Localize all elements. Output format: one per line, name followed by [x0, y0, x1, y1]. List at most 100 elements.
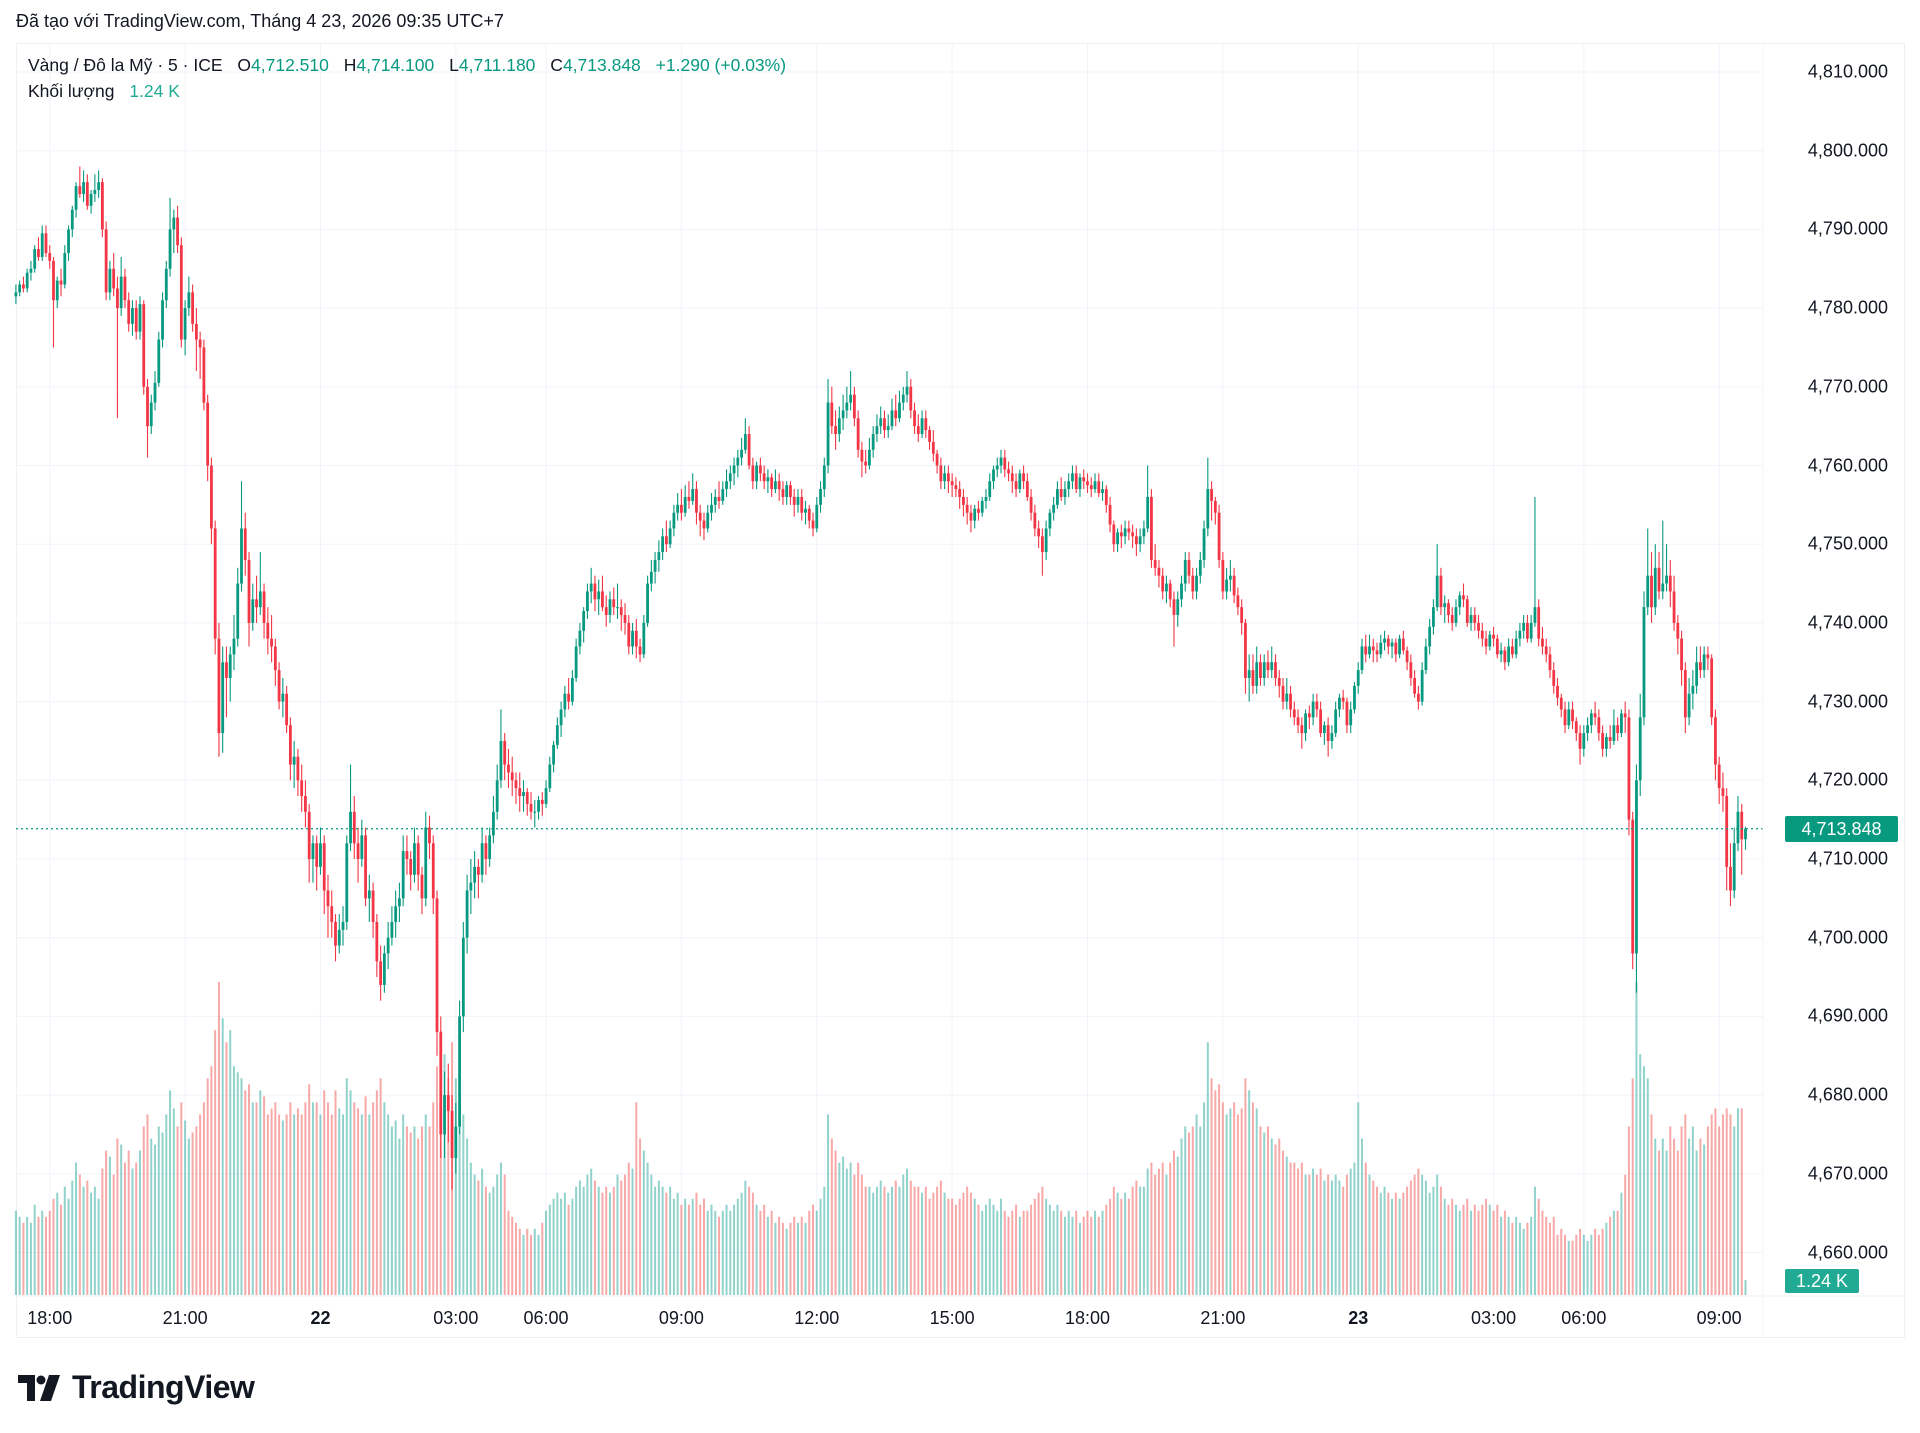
- volume-bar: [842, 1156, 845, 1295]
- volume-bar: [1233, 1102, 1236, 1295]
- candle: [364, 827, 367, 907]
- volume-bar: [1601, 1228, 1604, 1295]
- candle-body: [1744, 828, 1747, 840]
- candle: [623, 603, 627, 635]
- candle-body: [1210, 489, 1213, 501]
- volume-bar: [702, 1198, 705, 1295]
- candle-body: [1240, 607, 1244, 623]
- candle-body: [901, 394, 905, 403]
- time-tick-label: 06:00: [1561, 1308, 1607, 1328]
- candle-body: [698, 512, 702, 521]
- candle-body: [428, 827, 431, 844]
- candle-body: [1093, 481, 1097, 490]
- volume-bar: [1150, 1162, 1153, 1295]
- candle-body: [781, 489, 785, 497]
- candle-body: [1612, 725, 1616, 741]
- candle: [413, 827, 416, 883]
- volume-bar: [593, 1180, 596, 1295]
- volume-bar: [537, 1234, 540, 1295]
- candle: [578, 622, 582, 655]
- volume-bar: [774, 1222, 777, 1295]
- candle-body: [868, 449, 871, 466]
- candle: [473, 851, 477, 899]
- candle: [1071, 465, 1074, 490]
- candle: [112, 253, 116, 297]
- volume-bar: [1037, 1192, 1040, 1295]
- volume-bar: [969, 1192, 972, 1295]
- candle: [1300, 717, 1304, 749]
- volume-bar: [1646, 1078, 1649, 1295]
- candle-body: [232, 638, 236, 655]
- candle-body: [1183, 559, 1187, 584]
- tradingview-logo[interactable]: TradingView: [18, 1369, 255, 1406]
- legend-ohlc: Vàng / Đô la Mỹ · 5 · ICE O4,712.510 H4,…: [28, 55, 786, 76]
- volume-bar: [1078, 1222, 1081, 1295]
- candle: [1469, 607, 1473, 631]
- volume-bar: [578, 1180, 581, 1295]
- candle-body: [890, 410, 894, 427]
- candle-body: [563, 693, 567, 710]
- candle: [134, 300, 138, 340]
- symbol-name[interactable]: Vàng / Đô la Mỹ · 5 · ICE: [28, 55, 223, 75]
- candle: [676, 493, 680, 521]
- candle: [1676, 615, 1680, 655]
- candle-body: [999, 457, 1003, 466]
- candle: [604, 595, 608, 627]
- candle: [93, 174, 97, 202]
- volume-bar: [1349, 1168, 1352, 1295]
- volume-bar: [1537, 1198, 1540, 1295]
- candle: [1044, 520, 1048, 560]
- candle-body: [1101, 489, 1104, 494]
- candle: [627, 615, 631, 655]
- volume-bar: [1533, 1186, 1536, 1295]
- candle: [634, 618, 638, 659]
- candle: [1428, 618, 1432, 655]
- candle: [1702, 646, 1706, 678]
- candle-body: [1507, 646, 1511, 663]
- candle-body: [973, 508, 977, 521]
- time-tick-label: 22: [310, 1308, 331, 1328]
- candle-body: [1638, 717, 1642, 781]
- candle: [698, 504, 702, 537]
- candle: [1161, 567, 1165, 600]
- candle-body: [631, 630, 634, 647]
- candle-body: [1623, 713, 1627, 718]
- candle: [89, 190, 93, 214]
- candle-body: [988, 481, 992, 497]
- candle: [1744, 826, 1747, 850]
- candle-body: [386, 937, 390, 954]
- volume-bar: [1135, 1180, 1138, 1295]
- candle-body: [356, 843, 360, 859]
- volume-bar: [120, 1144, 123, 1295]
- volume-label[interactable]: Khối lượng: [28, 81, 115, 101]
- volume-bar: [571, 1198, 574, 1295]
- volume-bar: [311, 1102, 314, 1295]
- volume-bar: [1011, 1210, 1014, 1295]
- candle: [1375, 642, 1379, 663]
- candle-body: [40, 233, 44, 257]
- candle-body: [525, 792, 529, 804]
- candle: [1296, 709, 1300, 734]
- volume-bar: [740, 1192, 743, 1295]
- time-tick-label: 15:00: [929, 1308, 975, 1328]
- volume-bar: [44, 1216, 47, 1295]
- candle: [337, 914, 341, 954]
- candle-body: [1292, 709, 1296, 718]
- candle: [1341, 689, 1345, 710]
- candle: [725, 469, 728, 497]
- volume-bar: [1097, 1216, 1100, 1295]
- candle-body: [1319, 709, 1323, 734]
- volume-bar: [150, 1138, 153, 1295]
- candle-body: [424, 827, 428, 899]
- candle-body: [995, 465, 999, 470]
- candle: [1281, 677, 1285, 710]
- candle-body: [164, 268, 168, 301]
- volume-bar: [654, 1186, 657, 1295]
- volume-bar: [1609, 1216, 1612, 1295]
- volume-bar: [462, 1114, 465, 1295]
- candle-body: [450, 1110, 454, 1159]
- candle-body: [52, 260, 55, 301]
- candle-body: [1289, 693, 1292, 710]
- volume-bar: [680, 1204, 683, 1295]
